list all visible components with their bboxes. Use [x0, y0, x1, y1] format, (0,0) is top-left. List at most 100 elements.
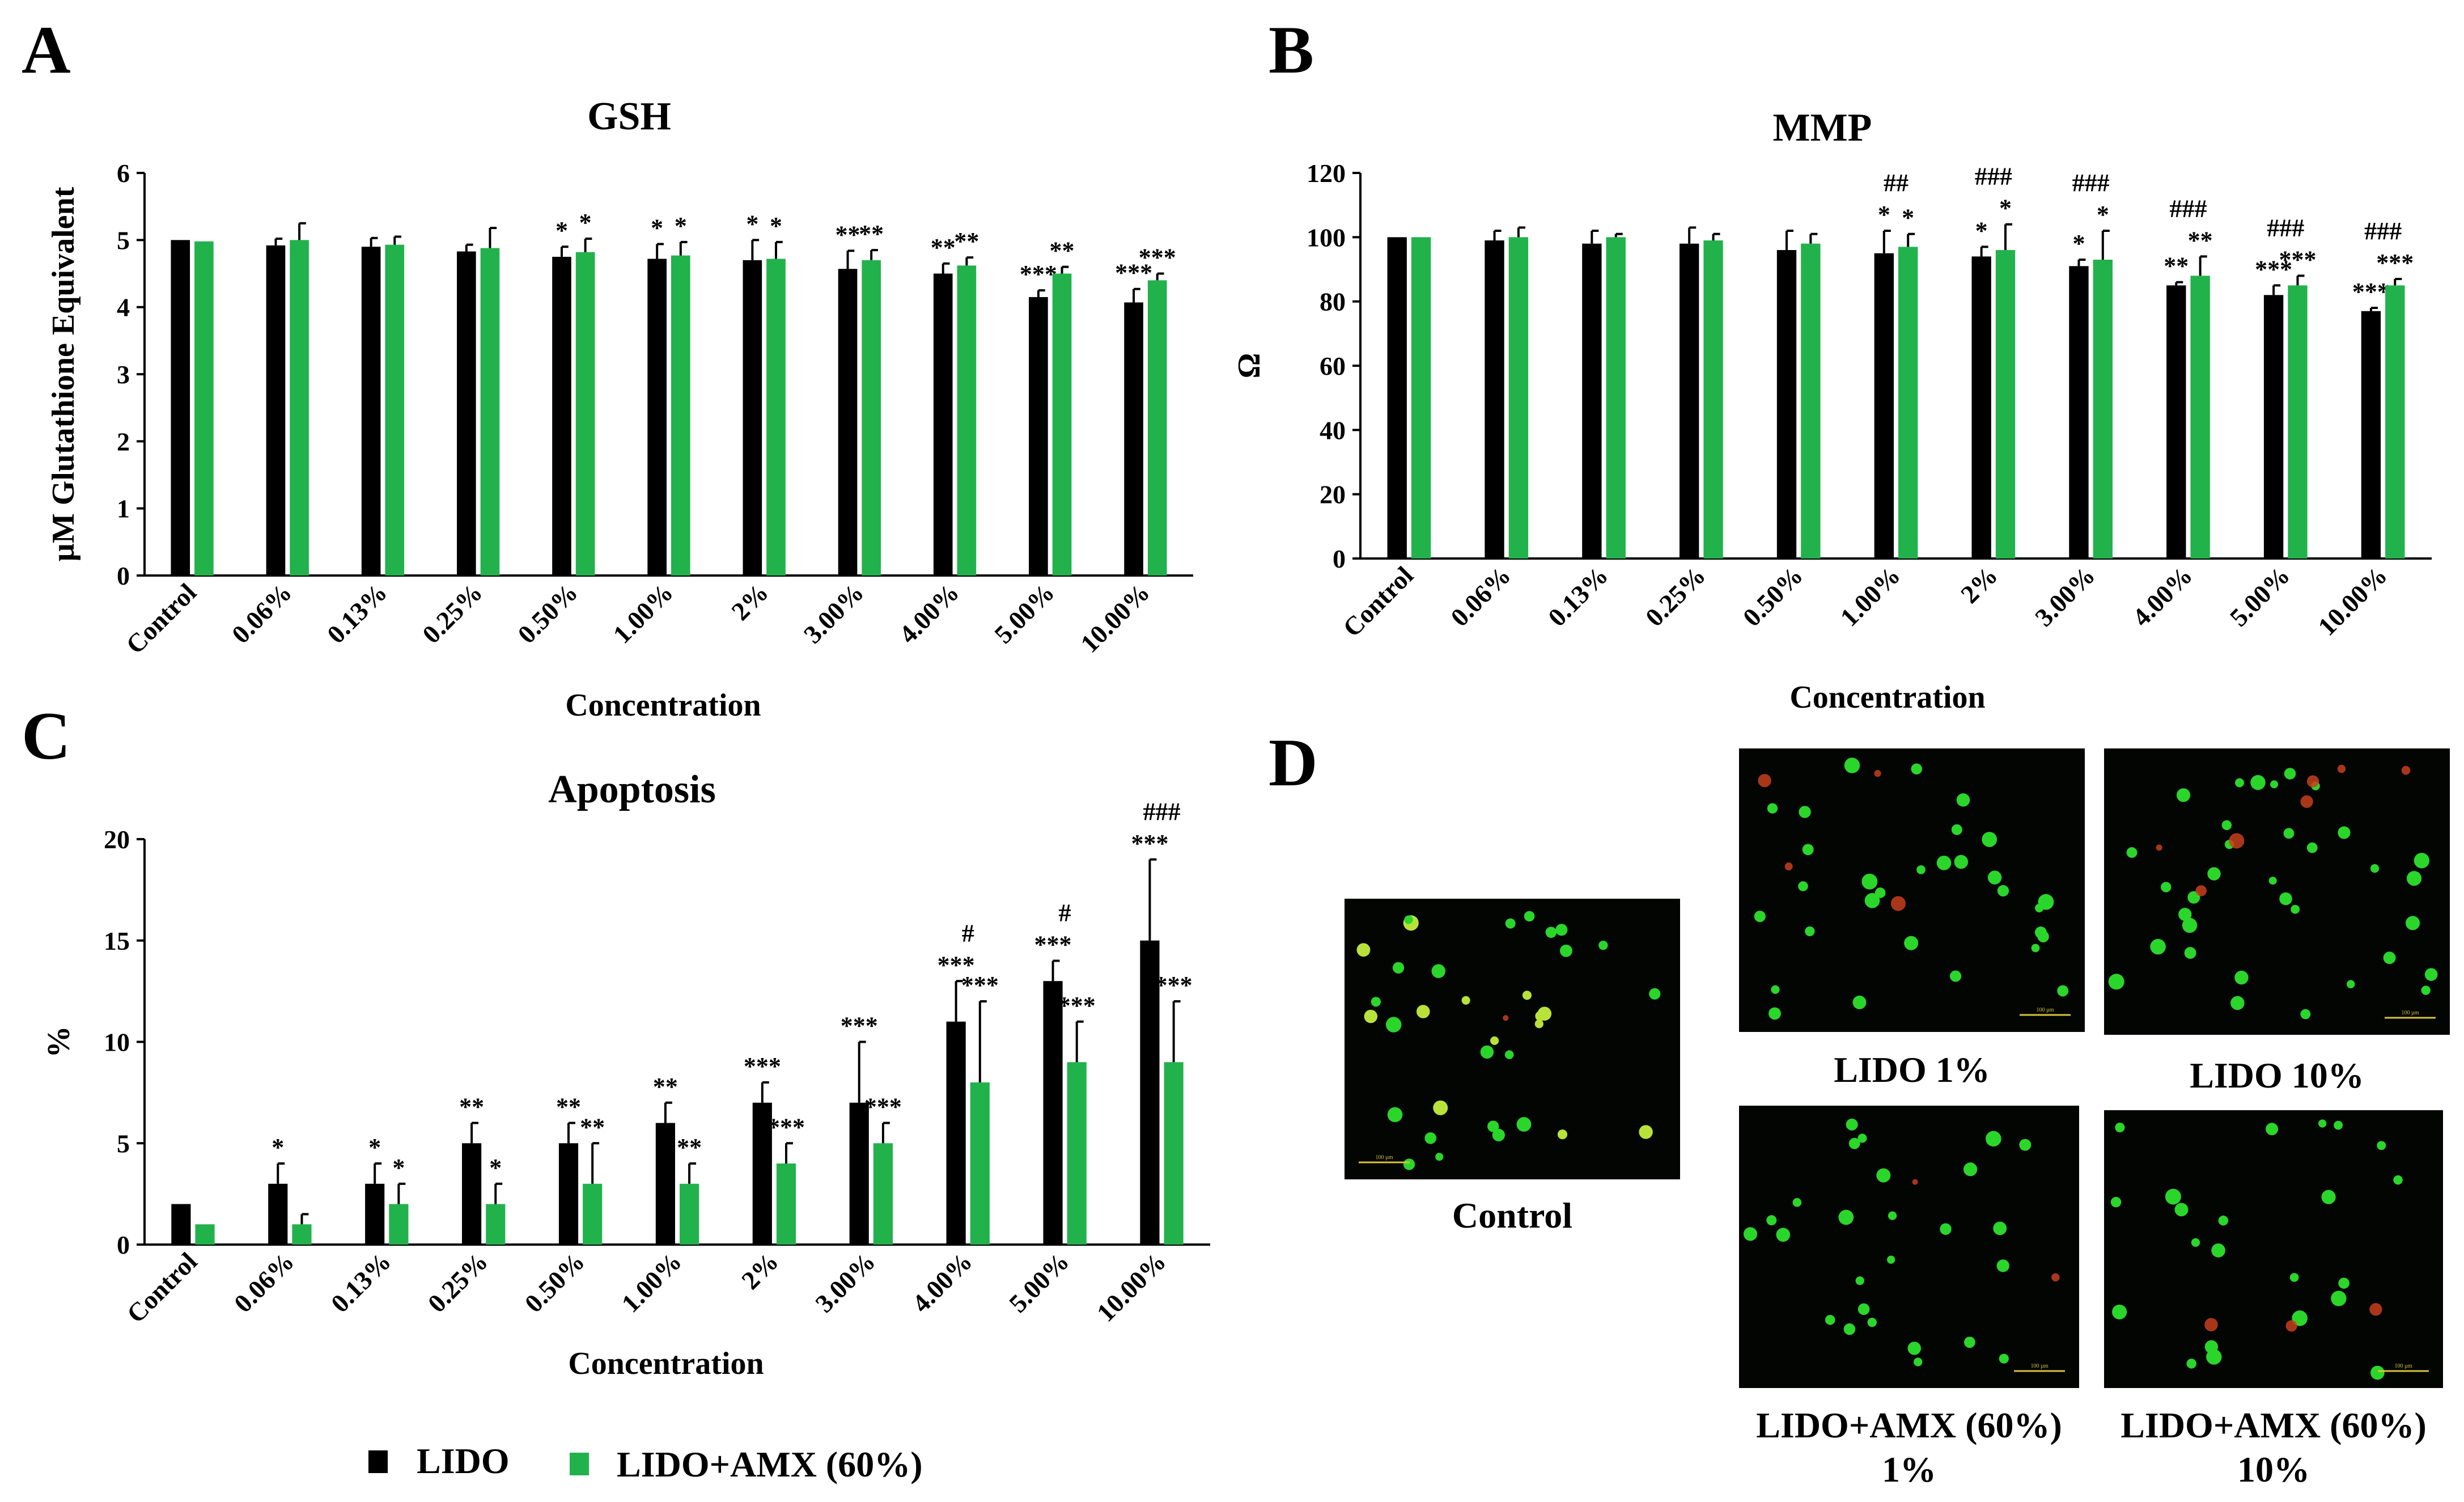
mmp-bar-lido: [2263, 295, 2284, 559]
live-cell: [2019, 1139, 2032, 1151]
live-cell: [1516, 1117, 1532, 1132]
mmp-bar-lidoamx: [1801, 243, 1821, 559]
gsh-bar-lidoamx: [385, 244, 405, 576]
mmp-xtick-label: 10.00%: [2312, 561, 2393, 641]
gsh-significance: *: [770, 212, 782, 240]
live-cell: [1857, 1133, 1867, 1143]
mmp-group-significance: ###: [2364, 217, 2402, 245]
apoptosis-xtick-label: 2%: [736, 1247, 784, 1295]
live-cell: [2292, 1310, 2308, 1326]
mmp-xtick-label: 4.00%: [2127, 561, 2198, 632]
apoptosis-group-significance: #: [1059, 899, 1071, 927]
live-cell: [2318, 1119, 2327, 1128]
apoptosis-significance: ***: [1131, 830, 1168, 857]
mmp-significance: *: [2072, 230, 2085, 257]
live-cell: [1356, 943, 1371, 957]
gsh-y-label: µM Glutathione Equivalent: [46, 187, 81, 561]
dead-cell: [1874, 769, 1881, 777]
apoptosis-bar-lidoamx: [1164, 1062, 1184, 1245]
live-cell: [1505, 918, 1516, 929]
gsh-xtick-label: 5.00%: [989, 578, 1060, 649]
live-cell: [1769, 1007, 1781, 1020]
apoptosis-bar-lidoamx: [292, 1224, 312, 1245]
panel-letter-a: A: [22, 12, 71, 87]
apoptosis-significance: *: [368, 1133, 381, 1161]
live-cell: [1545, 926, 1557, 938]
micrograph-lido10: [2104, 748, 2450, 1035]
apoptosis-significance: **: [653, 1073, 678, 1101]
apoptosis-bar-lido: [752, 1102, 772, 1245]
live-cell: [1598, 941, 1608, 950]
gsh-significance: **: [931, 234, 956, 261]
gsh-xtick-label: Control: [120, 578, 202, 659]
panel-letter-d: D: [1269, 725, 1318, 800]
gsh-bar-lidoamx: [766, 259, 786, 576]
live-cell: [1876, 1168, 1891, 1183]
mmp-bar-lidoamx: [1508, 237, 1529, 559]
dead-cell: [2229, 833, 2245, 849]
gsh-xtick-label: 2%: [726, 578, 774, 626]
live-cell: [1963, 1336, 1975, 1348]
gsh-significance: ***: [1139, 244, 1176, 272]
apoptosis-xtick-label: Control: [121, 1247, 203, 1328]
mmp-significance: ***: [2255, 255, 2292, 283]
live-cell: [1392, 962, 1405, 974]
live-cell: [2161, 882, 2172, 892]
mmp-significance: **: [2188, 226, 2213, 254]
apoptosis-significance: ***: [1155, 971, 1193, 999]
live-cell: [1416, 1005, 1430, 1018]
live-cell: [2234, 970, 2249, 985]
live-cell: [1649, 988, 1661, 1000]
mmp-ytick-label: 100: [1307, 223, 1346, 252]
live-cell: [1404, 915, 1413, 924]
apoptosis-xtick-label: 0.25%: [422, 1247, 494, 1318]
apoptosis-bar-lido: [268, 1183, 288, 1245]
gsh-significance: *: [555, 217, 568, 244]
apoptosis-bar-lidoamx: [680, 1183, 699, 1245]
gsh-significance: **: [1050, 237, 1075, 265]
live-cell: [1799, 806, 1811, 818]
gsh-bar-lido: [933, 273, 953, 576]
apoptosis-ytick-label: 20: [104, 825, 130, 854]
apoptosis-ytick-label: 5: [117, 1129, 130, 1158]
live-cell: [1555, 924, 1568, 936]
legend-label-lidoamx: LIDO+AMX (60%): [617, 1444, 923, 1484]
legend: LIDO LIDO+AMX (60%): [368, 1441, 923, 1484]
apoptosis-bar-lido: [946, 1021, 966, 1245]
panel-letter-c: C: [22, 698, 71, 773]
dead-cell: [2401, 765, 2411, 775]
gsh-bar-lidoamx: [575, 252, 595, 576]
mmp-significance: ***: [2376, 249, 2414, 277]
live-cell: [1861, 873, 1878, 890]
mmp-ytick-label: 40: [1320, 416, 1346, 445]
gsh-ytick-label: 6: [117, 159, 130, 188]
micrograph-amx10: [2104, 1110, 2443, 1388]
live-cell: [1999, 1353, 2009, 1364]
mmp-xtick-label: 0.06%: [1445, 561, 1516, 632]
gsh-xtick-label: 0.50%: [512, 578, 583, 649]
apoptosis-chart: Apoptosis 0 5 10 15 20% Concentration Control * 0…: [41, 768, 1210, 1381]
live-cell: [1767, 803, 1778, 814]
live-cell: [2283, 828, 2295, 839]
live-cell: [1855, 1276, 1864, 1285]
live-cell: [2150, 938, 2166, 955]
live-cell: [2289, 1273, 2299, 1282]
mmp-bar-lido: [2069, 266, 2089, 559]
scale-bar-label: 100 µm: [2036, 1007, 2054, 1013]
live-cell: [2218, 1215, 2229, 1226]
live-cell: [1776, 1228, 1791, 1242]
apoptosis-bar-lido: [558, 1143, 579, 1245]
live-cell: [2377, 1141, 2386, 1150]
gsh-significance: **: [836, 221, 860, 248]
live-cell: [2370, 864, 2380, 873]
mmp-group-significance: ###: [2267, 214, 2304, 242]
live-cell: [2115, 1122, 2125, 1133]
live-cell: [1864, 893, 1880, 908]
gsh-bar-lido: [647, 259, 667, 576]
gsh-significance: *: [579, 209, 592, 236]
apoptosis-y-label: %: [41, 1026, 77, 1058]
gsh-significance: *: [651, 214, 663, 242]
live-cell: [1888, 1211, 1897, 1220]
live-cell: [2230, 996, 2245, 1010]
apoptosis-xtick-label: 0.13%: [325, 1247, 397, 1318]
